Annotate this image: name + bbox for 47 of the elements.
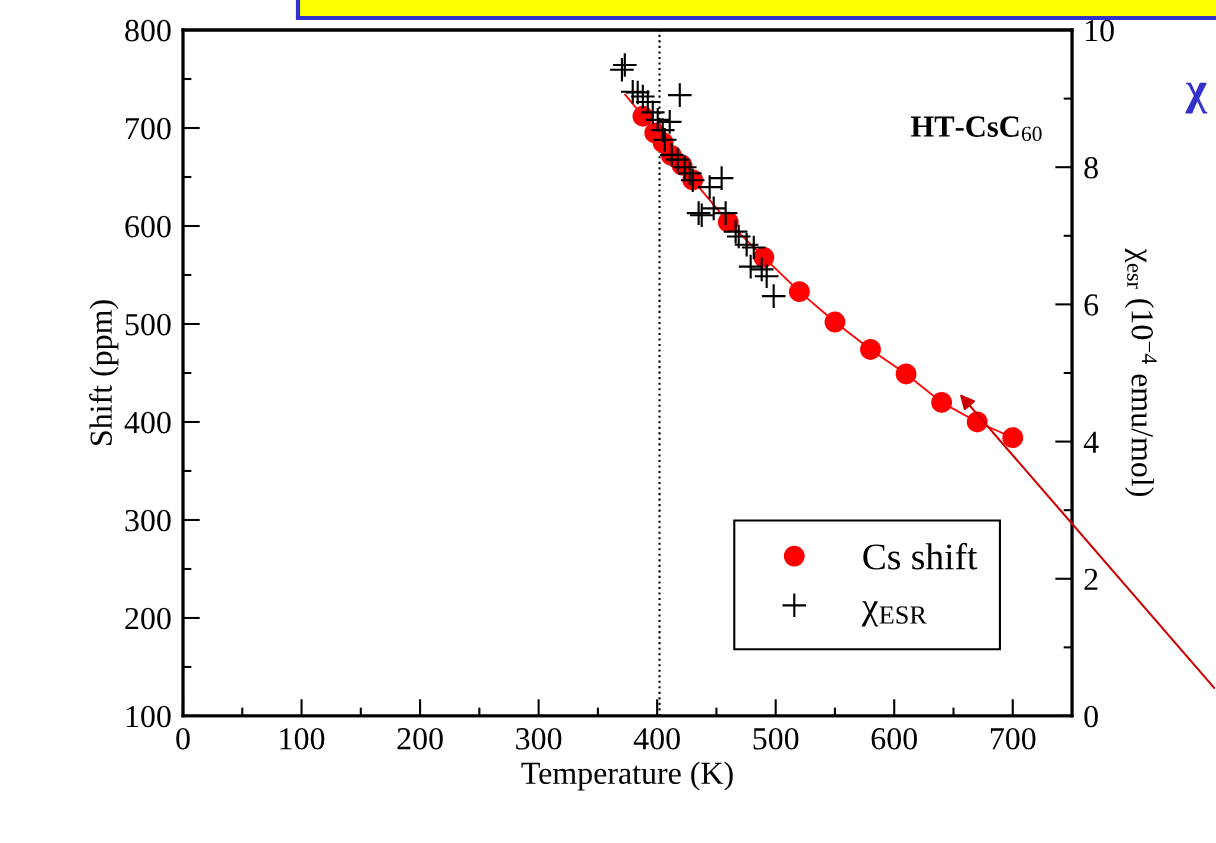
x-tick-label: 600 bbox=[871, 727, 917, 750]
x-tick-label: 300 bbox=[516, 727, 562, 750]
x-tick-label: 400 bbox=[633, 727, 680, 750]
y-tick-label: 600 bbox=[125, 215, 171, 238]
y-tick-label: 200 bbox=[125, 607, 171, 630]
x-tick-label: 200 bbox=[397, 727, 443, 750]
y-tick-label: 700 bbox=[126, 117, 171, 140]
point bbox=[709, 166, 734, 190]
legend-label: Cs shift bbox=[863, 542, 978, 570]
point bbox=[860, 339, 881, 360]
point bbox=[788, 281, 810, 303]
x-axis-title: Temperature (K) bbox=[521, 761, 733, 791]
y-tick-label: 400 bbox=[124, 411, 171, 434]
point bbox=[610, 57, 634, 82]
point bbox=[931, 391, 953, 413]
point bbox=[631, 84, 655, 109]
point bbox=[701, 196, 726, 221]
point bbox=[697, 175, 722, 199]
y-tick-label: 300 bbox=[125, 509, 171, 532]
point bbox=[824, 311, 846, 333]
y2-axis-title: χ$_{esr}$ (10$^{−4}$ emu/mol) bbox=[1124, 248, 1157, 496]
x-tick-label: 0 bbox=[176, 727, 190, 750]
text: χ bbox=[1185, 82, 1208, 114]
point bbox=[652, 127, 677, 152]
y2-tick-label: 8 bbox=[1084, 157, 1098, 179]
point bbox=[741, 235, 766, 260]
point bbox=[1002, 427, 1024, 449]
x-tick-label: 700 bbox=[990, 727, 1036, 750]
x-tick-label: 500 bbox=[753, 727, 799, 750]
y2-tick-label: 6 bbox=[1084, 294, 1099, 316]
point bbox=[895, 363, 917, 385]
y2-tick-label: 0 bbox=[1084, 705, 1098, 728]
point bbox=[761, 284, 786, 308]
y2-tick-label: 4 bbox=[1083, 431, 1099, 453]
legend-label: χ$_{ESR}$ bbox=[861, 601, 927, 627]
y2-tick-label: 2 bbox=[1084, 568, 1098, 590]
y-tick-label: 100 bbox=[126, 705, 171, 728]
point bbox=[713, 201, 738, 225]
point bbox=[754, 264, 779, 289]
y2-tick-label: 10 bbox=[1085, 19, 1114, 42]
point bbox=[726, 224, 751, 249]
y-tick-label: 800 bbox=[125, 19, 171, 42]
x-tick-label: 100 bbox=[280, 727, 325, 750]
y-tick-label: 500 bbox=[125, 313, 171, 336]
point bbox=[667, 83, 692, 107]
annotation: HT-CsC$_{60}$ bbox=[910, 116, 1042, 141]
y-axis-title: Shift (ppm) bbox=[89, 300, 119, 445]
